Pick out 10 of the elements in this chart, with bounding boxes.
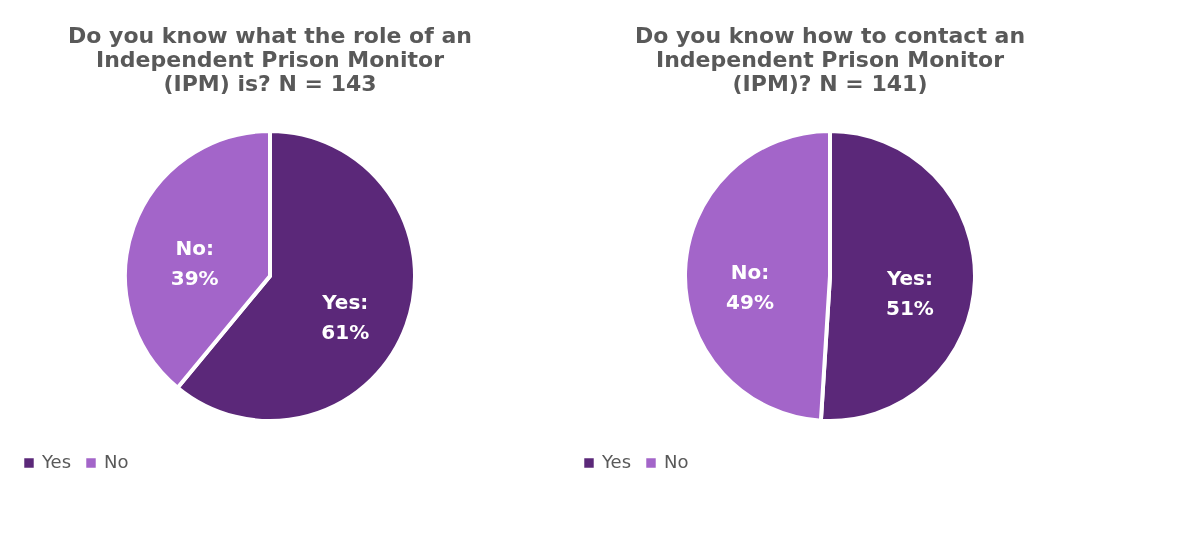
legend-label: Yes (601, 451, 632, 472)
legend-label: No (664, 451, 689, 472)
data-label: Yes: 61% (321, 290, 370, 345)
data-label: No: 39% (170, 235, 219, 290)
legend-label: Yes (41, 451, 72, 472)
data-label: Yes: 51% (885, 265, 934, 320)
legend-label: No (104, 451, 129, 472)
chart-title: Do you know what the role of an Independent Prison Monitor (IPM) is? N = 143 (68, 23, 472, 96)
data-label: No: 49% (726, 260, 774, 315)
chart-title: Do you know how to contact an Independent Prison Monitor (IPM)? N = 141) (634, 23, 1026, 96)
